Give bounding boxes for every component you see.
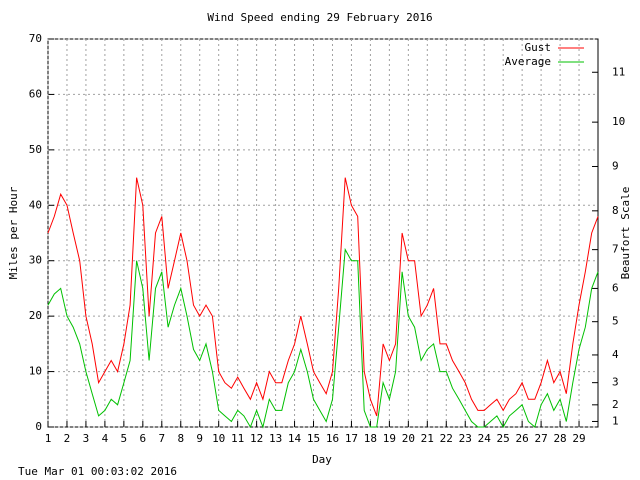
series-line [47, 247, 599, 429]
x-tick-label: 3 [83, 432, 90, 445]
x-tick-label: 11 [231, 432, 244, 445]
x-axis-label: Day [312, 453, 332, 466]
y2-tick-label: 3 [612, 376, 619, 389]
y-tick-label: 20 [29, 309, 42, 322]
y2-tick-label: 7 [612, 243, 619, 256]
x-tick-label: 17 [345, 432, 358, 445]
x-tick-label: 18 [364, 432, 377, 445]
legend-label: Average [505, 55, 551, 68]
legend-label: Gust [525, 41, 552, 54]
x-tick-label: 20 [402, 432, 415, 445]
x-tick-label: 29 [572, 432, 585, 445]
y2-tick-label: 4 [612, 348, 619, 361]
chart-title: Wind Speed ending 29 February 2016 [207, 11, 432, 24]
x-tick-label: 2 [64, 432, 71, 445]
y-tick-label: 50 [29, 143, 42, 156]
y-tick-label: 0 [35, 420, 42, 433]
x-tick-label: 16 [326, 432, 339, 445]
y-axis-label: Miles per Hour [7, 186, 20, 279]
x-tick-label: 15 [307, 432, 320, 445]
y-tick-label: 40 [29, 198, 42, 211]
y-tick-label: 10 [29, 365, 42, 378]
x-tick-label: 13 [269, 432, 282, 445]
x-tick-label: 6 [140, 432, 147, 445]
x-tick-label: 26 [516, 432, 529, 445]
plot-frame [47, 38, 599, 428]
x-tick-label: 19 [383, 432, 396, 445]
x-tick-label: 4 [102, 432, 109, 445]
y-tick-label: 70 [29, 32, 42, 45]
y2-tick-label: 2 [612, 398, 619, 411]
footer: Tue Mar 01 00:03:02 2016 [18, 465, 177, 478]
x-tick-label: 10 [212, 432, 225, 445]
x-tick-label: 28 [553, 432, 566, 445]
y2-tick-label: 8 [612, 204, 619, 217]
y2-tick-label: 1 [612, 414, 619, 427]
x-tick-label: 9 [196, 432, 203, 445]
y2-axis-label: Beaufort Scale [619, 187, 632, 280]
x-tick-label: 27 [534, 432, 547, 445]
x-tick-label: 7 [158, 432, 165, 445]
x-tick-label: 12 [250, 432, 263, 445]
y-tick-label: 30 [29, 254, 42, 267]
series-line [47, 177, 599, 417]
x-tick-label: 14 [288, 432, 302, 445]
y2-tick-label: 11 [612, 65, 625, 78]
x-tick-label: 23 [459, 432, 472, 445]
y2-tick-label: 10 [612, 115, 625, 128]
x-tick-label: 1 [45, 432, 52, 445]
x-tick-label: 8 [177, 432, 184, 445]
x-tick-label: 25 [497, 432, 510, 445]
x-tick-label: 24 [478, 432, 492, 445]
y2-tick-label: 5 [612, 315, 619, 328]
y2-tick-label: 9 [612, 159, 619, 172]
y2-tick-label: 6 [612, 281, 619, 294]
x-tick-label: 21 [421, 432, 434, 445]
x-tick-label: 22 [440, 432, 453, 445]
y-tick-label: 60 [29, 87, 42, 100]
x-tick-label: 5 [121, 432, 128, 445]
